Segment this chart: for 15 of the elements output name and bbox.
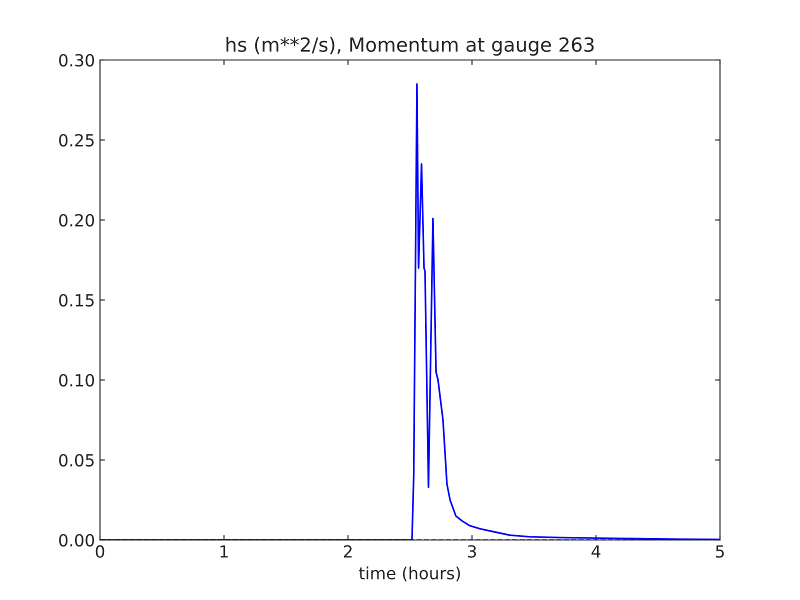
x-tick-label: 1 [220,545,228,558]
x-axis-title: time (hours) [359,566,460,582]
x-tick-label: 3 [468,545,476,558]
chart-title: hs (m**2/s), Momentum at gauge 263 [226,36,594,56]
x-tick-label: 2 [344,545,352,558]
y-tick-label: 0.20 [59,214,94,227]
y-tick-label: 0.15 [59,294,94,307]
y-tick-label: 0.30 [59,54,94,67]
y-tick-label: 0.05 [59,454,94,467]
x-tick-label: 0 [96,545,104,558]
x-tick-label: 4 [592,545,600,558]
x-tick-label: 5 [716,545,724,558]
y-tick-label: 0.00 [59,534,94,547]
y-tick-label: 0.25 [59,134,94,147]
y-tick-label: 0.10 [59,374,94,387]
